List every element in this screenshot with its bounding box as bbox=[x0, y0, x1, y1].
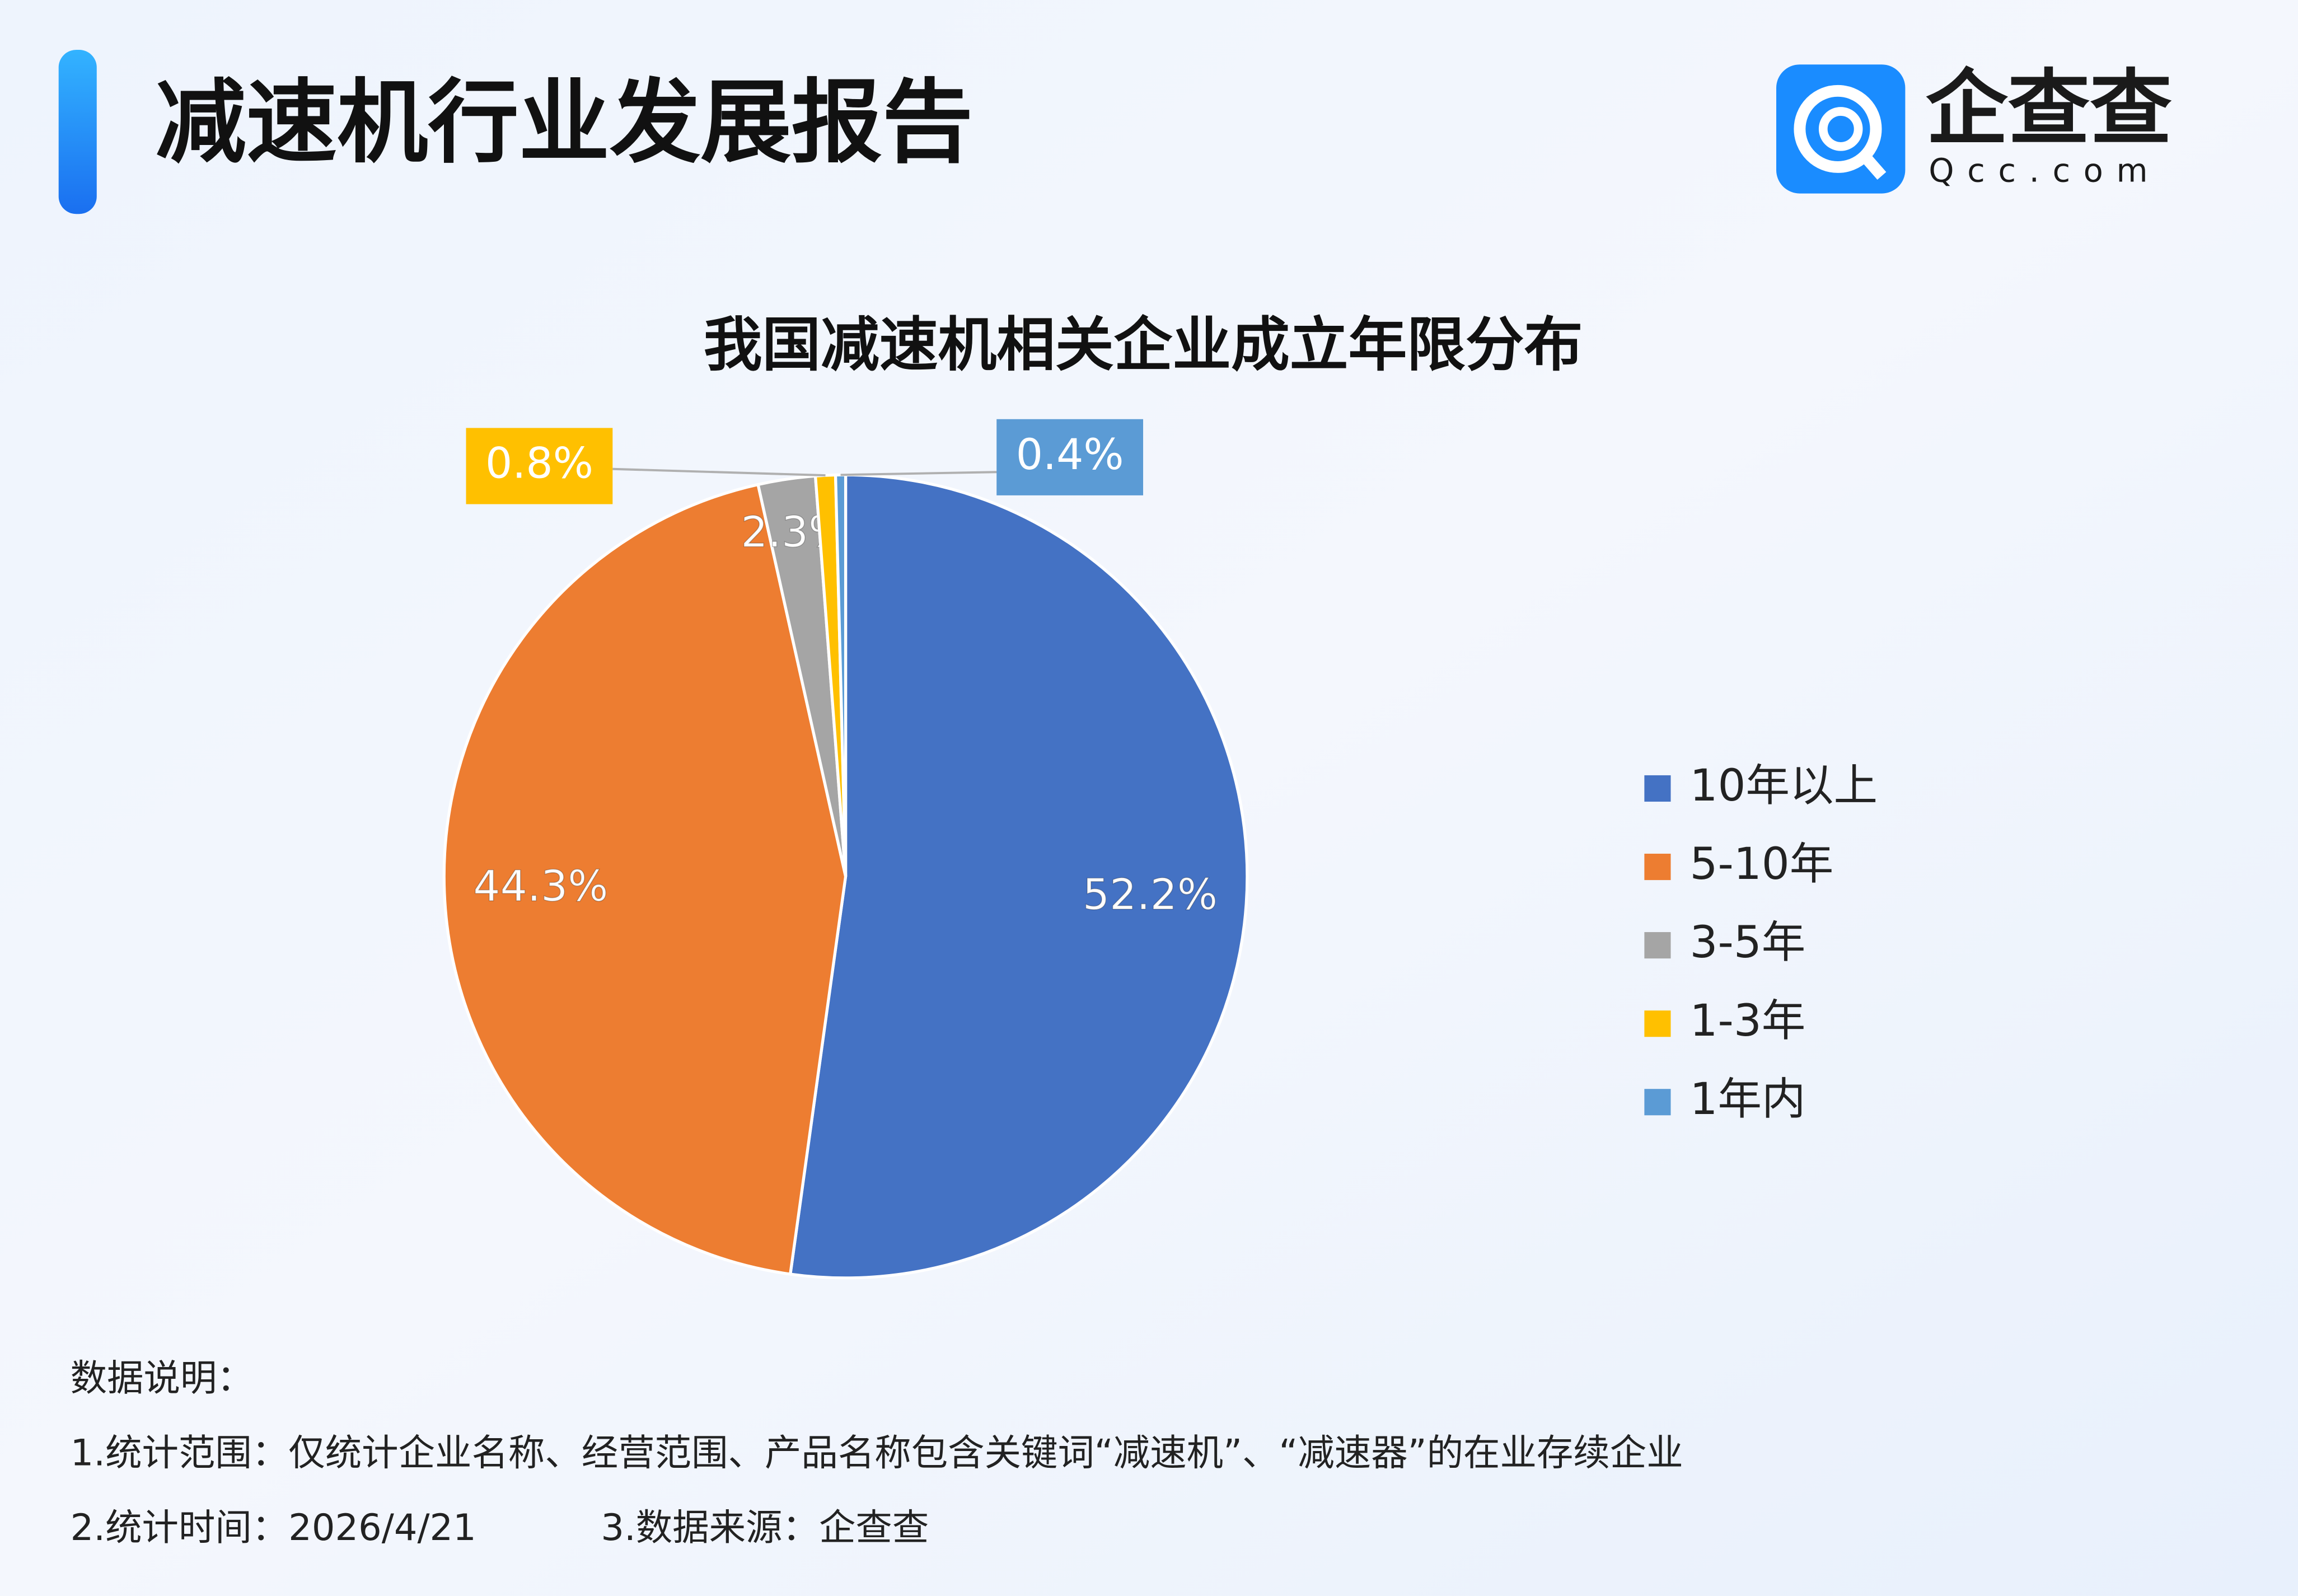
label-box bbox=[996, 419, 1144, 495]
logo-domain: Qcc.com bbox=[1929, 152, 2161, 190]
slice-label: 52.2% bbox=[1083, 870, 1218, 919]
legend-swatch bbox=[1644, 853, 1671, 881]
legend-label: 3-5年 bbox=[1690, 916, 1806, 968]
logo-ring bbox=[1818, 107, 1863, 151]
legend-label: 1-3年 bbox=[1690, 995, 1806, 1046]
chart-title: 我国减速机相关企业成立年限分布 bbox=[704, 311, 1583, 379]
note-line: 1.统计范围：仅统计企业名称、经营范围、产品名称包含关键词“减速机”、“减速器”… bbox=[71, 1432, 1683, 1475]
legend-label: 10年以上 bbox=[1690, 760, 1878, 811]
label-box bbox=[466, 428, 613, 504]
title-accent bbox=[58, 50, 97, 214]
pie-slice bbox=[442, 483, 848, 1276]
logo-ring bbox=[1794, 85, 1882, 173]
legend-swatch bbox=[1644, 932, 1671, 959]
leader-line bbox=[612, 467, 826, 477]
note-line: 2.统计时间：2026/4/21 bbox=[71, 1506, 476, 1549]
leader-line bbox=[840, 471, 1004, 476]
slice-label: 0.8% bbox=[485, 439, 593, 488]
legend-swatch bbox=[1644, 1010, 1671, 1037]
logo-name: 企查查 bbox=[1926, 60, 2172, 156]
legend-label: 5-10年 bbox=[1690, 838, 1834, 890]
logo: 企查查 Qcc.com bbox=[1776, 60, 2172, 194]
slice-label: 44.3% bbox=[473, 862, 608, 911]
pie-slice bbox=[788, 473, 1249, 1280]
legend-swatch bbox=[1644, 775, 1671, 802]
slice-label: 0.4% bbox=[1016, 430, 1124, 479]
legend-label: 1年内 bbox=[1690, 1073, 1806, 1125]
note-line: 3.数据来源：企查查 bbox=[601, 1506, 929, 1549]
notes-heading: 数据说明： bbox=[71, 1357, 254, 1400]
legend-swatch bbox=[1644, 1089, 1671, 1116]
page-title: 减速机行业发展报告 bbox=[156, 70, 974, 176]
logo-handle bbox=[1856, 148, 1887, 180]
